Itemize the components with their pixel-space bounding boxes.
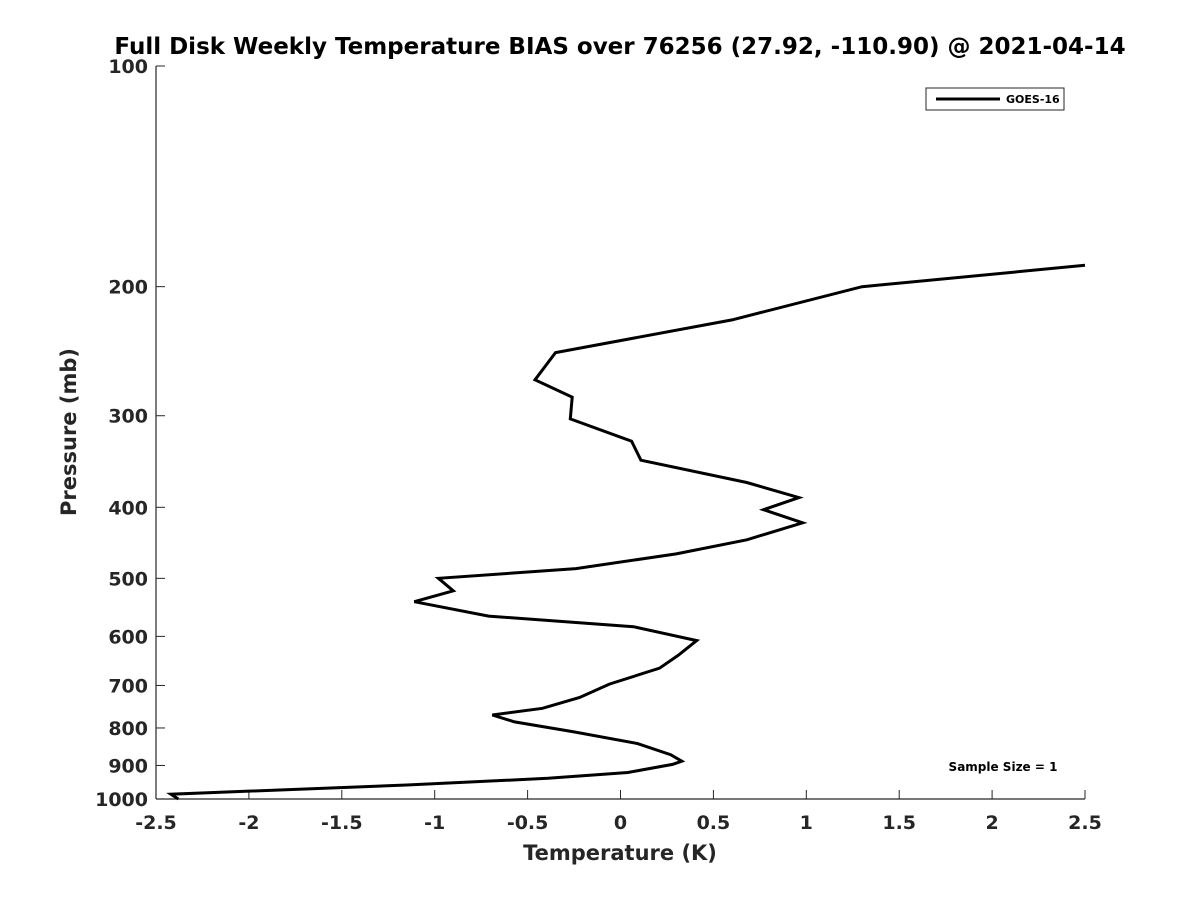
x-axis-ticks: -2.5 -2 -1.5 -1 -0.5 0 0.5 1 1.5 2 2.5 [135, 790, 1102, 834]
x-tick-label: -2.5 [135, 812, 177, 834]
y-tick-label: 900 [108, 755, 148, 777]
x-tick-label: -0.5 [507, 812, 549, 834]
x-tick-label: 1.5 [882, 812, 916, 834]
legend: GOES-16 [925, 87, 1065, 111]
x-tick-label: 1 [800, 812, 813, 834]
y-tick-label: 700 [108, 675, 148, 697]
legend-label-goes-16: GOES-16 [1006, 93, 1060, 106]
y-axis-ticks: 100 200 300 400 500 600 700 800 900 1000 [95, 56, 165, 811]
x-tick-label: -1 [424, 812, 445, 834]
x-tick-label: 2.5 [1068, 812, 1102, 834]
y-tick-label: 600 [108, 626, 148, 648]
x-axis-label: Temperature (K) [523, 841, 717, 865]
y-tick-label: 400 [108, 497, 148, 519]
y-tick-label: 1000 [95, 789, 148, 811]
series-layer [166, 263, 1086, 801]
y-tick-label: 200 [108, 277, 148, 299]
plot-axes [155, 66, 1085, 800]
chart-title: Full Disk Weekly Temperature BIAS over 7… [114, 34, 1125, 60]
sample-size-annotation: Sample Size = 1 [949, 760, 1058, 774]
x-tick-label: -2 [238, 812, 259, 834]
y-tick-label: 800 [108, 718, 148, 740]
y-axis-label: Pressure (mb) [57, 348, 81, 516]
series-line-goes-16 [166, 263, 1086, 801]
y-tick-label: 500 [108, 568, 148, 590]
y-tick-label: 300 [108, 406, 148, 428]
x-tick-label: 0 [614, 812, 627, 834]
y-tick-label: 100 [108, 56, 148, 78]
x-tick-label: 0.5 [697, 812, 731, 834]
x-tick-label: 2 [985, 812, 998, 834]
x-tick-label: -1.5 [321, 812, 363, 834]
